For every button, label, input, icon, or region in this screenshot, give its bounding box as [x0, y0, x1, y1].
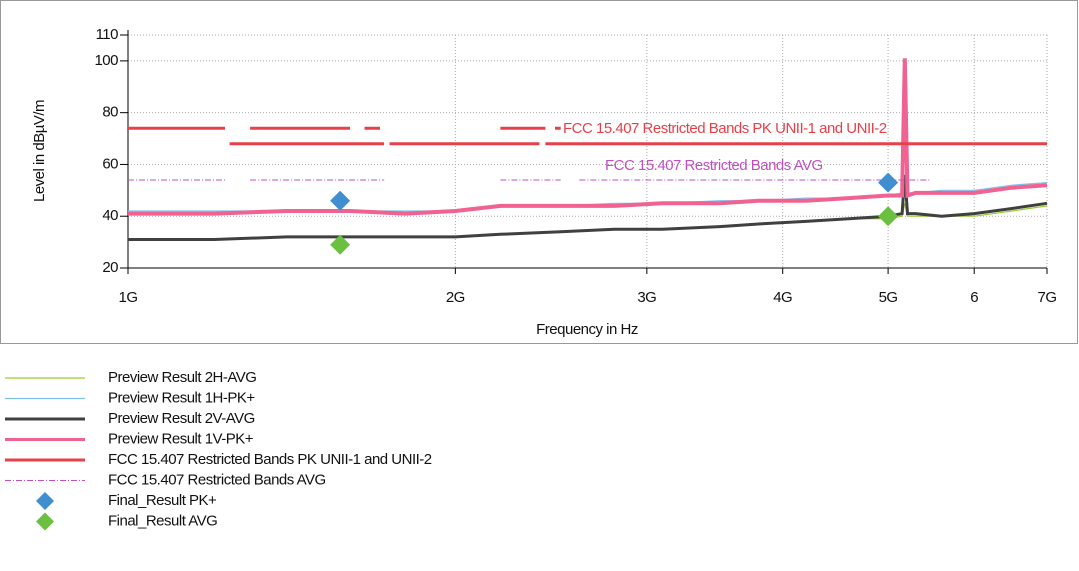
x-tick-label: 6 — [970, 289, 978, 306]
marker — [878, 206, 899, 227]
y-tick-label: 80 — [102, 104, 118, 121]
x-axis-label: Frequency in Hz — [536, 321, 638, 338]
legend-label: Final_Result PK+ — [108, 492, 217, 509]
series-line — [128, 203, 1048, 241]
legend-label: FCC 15.407 Restricted Bands AVG — [108, 471, 326, 488]
y-tick-label: 60 — [102, 155, 118, 172]
legend-marker — [36, 492, 54, 510]
legend-label: Preview Result 2V-AVG — [108, 410, 255, 427]
legend-label: Preview Result 1H-PK+ — [108, 389, 255, 406]
y-tick-label: 100 — [94, 52, 118, 69]
series-line — [128, 126, 1047, 146]
legend-label: FCC 15.407 Restricted Bands PK UNII-1 an… — [108, 451, 432, 468]
x-tick-label: 7G — [1037, 289, 1056, 306]
series-line — [128, 174, 1048, 241]
x-tick-label: 2G — [446, 289, 465, 306]
legend-label: Final_Result AVG — [108, 512, 217, 529]
series-line — [128, 58, 1048, 216]
annotation: FCC 15.407 Restricted Bands PK UNII-1 an… — [563, 120, 887, 137]
legend-marker — [36, 512, 54, 531]
annotation: FCC 15.407 Restricted Bands AVG — [605, 157, 823, 174]
chart-frame — [0, 0, 1078, 344]
marker — [330, 190, 351, 211]
marker — [878, 172, 899, 193]
y-tick-label: 40 — [102, 207, 118, 224]
x-tick-label: 4G — [773, 289, 792, 306]
y-axis-label: Level in dBµV/m — [31, 100, 48, 202]
y-tick-label: 20 — [102, 259, 118, 276]
y-tick-label: 110 — [96, 26, 119, 43]
x-tick-label: 1G — [118, 289, 137, 306]
legend-label: Preview Result 2H-AVG — [108, 369, 256, 386]
x-tick-label: 3G — [637, 289, 656, 306]
marker — [330, 234, 351, 255]
x-tick-label: 5G — [879, 289, 898, 306]
legend-label: Preview Result 1V-PK+ — [108, 430, 254, 447]
